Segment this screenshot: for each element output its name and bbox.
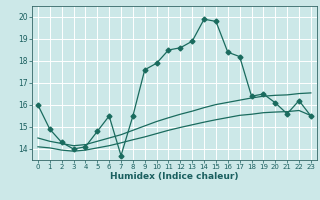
X-axis label: Humidex (Indice chaleur): Humidex (Indice chaleur) xyxy=(110,172,239,181)
